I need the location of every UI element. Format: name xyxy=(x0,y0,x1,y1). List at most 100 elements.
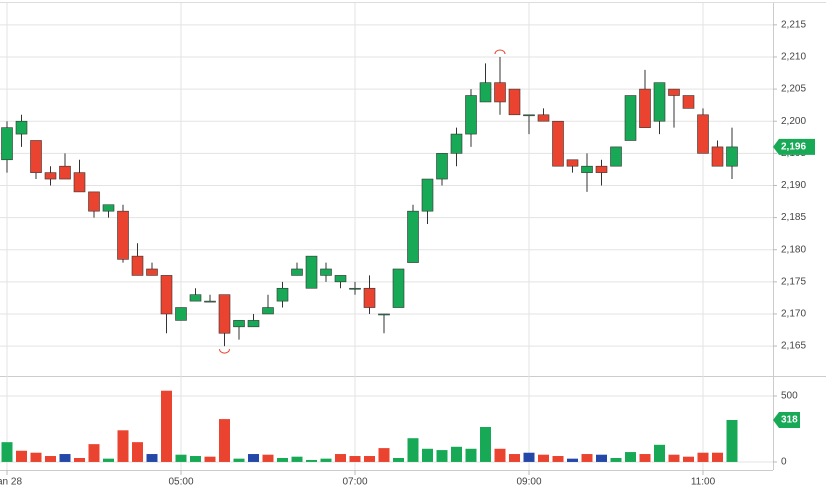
candle-body xyxy=(624,95,637,141)
candle-body xyxy=(479,82,492,103)
volume-bar xyxy=(320,458,332,462)
volume-bar xyxy=(393,457,404,462)
candle-body xyxy=(436,153,448,180)
volume-bar xyxy=(291,456,303,462)
candle-body xyxy=(581,165,593,173)
candle-body xyxy=(204,300,216,303)
candle-body xyxy=(465,95,477,135)
volume-bar xyxy=(146,454,158,462)
volume-bar xyxy=(277,457,288,462)
volume-bar xyxy=(407,438,419,462)
volume-bar xyxy=(59,454,71,462)
x-tick-label: 05:00 xyxy=(168,477,193,488)
candle-body xyxy=(189,294,202,302)
volume-bar xyxy=(219,419,230,462)
volume-bar xyxy=(45,456,56,462)
candle-body xyxy=(508,88,521,116)
x-tick-label: 11:00 xyxy=(691,477,716,488)
volume-bar xyxy=(451,446,462,462)
candle-body xyxy=(1,127,13,161)
volume-bar xyxy=(538,454,549,462)
volume-bar xyxy=(30,452,42,462)
candle-body xyxy=(682,95,695,109)
y-tick-label: 2,165 xyxy=(781,341,806,352)
last-volume-tag xyxy=(773,412,800,429)
candle-body xyxy=(233,320,245,328)
volume-bar xyxy=(610,457,622,462)
volume-bar xyxy=(625,452,636,462)
candle-body xyxy=(653,82,666,122)
x-tick-label: Jan 28 xyxy=(0,477,22,488)
volume-bar xyxy=(16,450,27,462)
volume-bar xyxy=(88,444,100,462)
y-tick-label: 2,170 xyxy=(781,309,806,320)
volume-bar xyxy=(465,448,477,462)
candle-body xyxy=(450,133,463,154)
volume-bar xyxy=(74,457,85,462)
volume-bar xyxy=(654,444,665,462)
candle-body xyxy=(378,313,390,316)
volume-bar xyxy=(523,452,535,462)
y-tick-label: 2,200 xyxy=(781,116,806,127)
candle-body xyxy=(15,120,28,135)
candle-body xyxy=(697,114,709,154)
volume-bar xyxy=(190,456,201,462)
y-tick-label: 2,175 xyxy=(781,276,806,287)
volume-bar xyxy=(668,454,680,462)
candle-body xyxy=(392,268,405,308)
candle-body xyxy=(711,146,724,167)
candle-body xyxy=(668,88,680,96)
volume-bar xyxy=(175,454,187,462)
candle-body xyxy=(146,268,158,276)
volume-bar xyxy=(581,454,593,462)
volume-bar xyxy=(117,430,129,462)
candle-body xyxy=(349,287,361,290)
volume-bar xyxy=(335,454,346,462)
candle-body xyxy=(117,210,129,260)
last-price-label: 2,196 xyxy=(781,142,806,153)
candle-body xyxy=(726,146,738,167)
volume-bar xyxy=(639,454,651,462)
volume-bar xyxy=(712,452,723,462)
volume-bar xyxy=(726,420,738,462)
volume-bar xyxy=(480,426,491,462)
candle-body xyxy=(552,120,564,167)
volume-bar xyxy=(233,458,245,462)
candle-body xyxy=(247,320,260,328)
candle-body xyxy=(595,165,608,173)
candle-body xyxy=(407,210,419,263)
volume-bar xyxy=(683,456,694,462)
volume-bar xyxy=(306,459,317,462)
volume-bar xyxy=(262,454,274,462)
volume-bar xyxy=(349,456,361,462)
volume-bar xyxy=(161,390,172,462)
volume-bar xyxy=(552,456,564,462)
y-tick-label: 0 xyxy=(781,457,787,468)
candle-body xyxy=(59,165,71,180)
candle-body xyxy=(102,204,115,212)
candle-body xyxy=(334,275,347,283)
x-tick-label: 07:00 xyxy=(342,477,367,488)
y-tick-label: 2,190 xyxy=(781,180,806,191)
low-marker xyxy=(219,348,230,354)
y-tick-label: 2,215 xyxy=(781,19,806,30)
candle-body xyxy=(131,255,144,276)
volume-bar xyxy=(596,454,607,462)
candle-body xyxy=(566,159,579,167)
candle-body xyxy=(523,114,535,117)
volume-bar xyxy=(697,452,709,462)
candle-body xyxy=(305,255,318,289)
candle-body xyxy=(537,114,550,122)
y-tick-label: 2,210 xyxy=(781,52,806,63)
candle-body xyxy=(421,178,434,212)
volume-bar xyxy=(494,448,506,462)
candle-body xyxy=(88,191,100,212)
candle-body xyxy=(320,268,332,276)
high-marker xyxy=(494,49,506,55)
last-price-tag xyxy=(773,138,815,155)
volume-bar xyxy=(422,448,433,462)
candle-body xyxy=(639,88,651,128)
volume-bar xyxy=(509,454,520,462)
volume-bar xyxy=(248,454,259,462)
